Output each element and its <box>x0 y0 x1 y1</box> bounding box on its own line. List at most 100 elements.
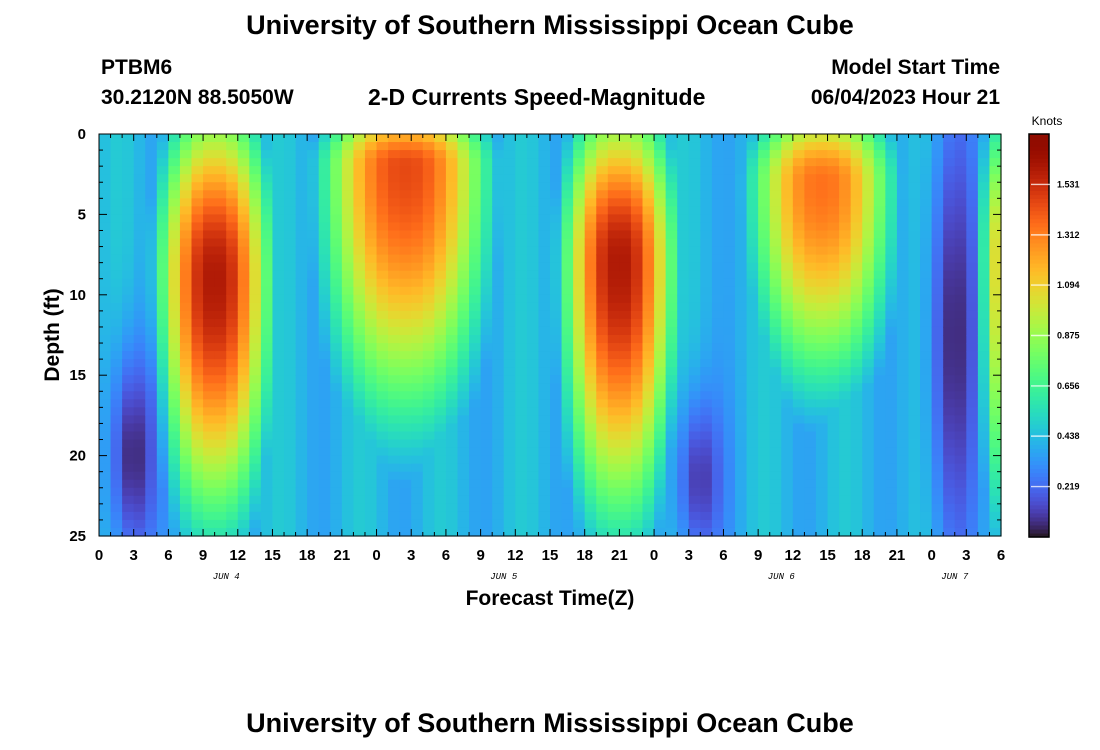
heatmap-cell <box>156 383 169 392</box>
heatmap-cell <box>434 391 447 400</box>
heatmap-cell <box>839 174 852 183</box>
heatmap-cell <box>989 326 1002 336</box>
heatmap-cell <box>168 463 181 473</box>
heatmap-cell <box>654 278 667 288</box>
heatmap-cell <box>353 246 366 256</box>
heatmap-cell <box>862 455 875 465</box>
heatmap-cell <box>503 471 516 481</box>
heatmap-cell <box>330 206 343 215</box>
heatmap-cell <box>654 262 667 272</box>
heatmap-cell <box>966 302 979 312</box>
heatmap-cell <box>480 367 493 376</box>
heatmap-cell <box>642 391 655 400</box>
heatmap-cell <box>503 391 516 400</box>
heatmap-cell <box>284 367 297 376</box>
x-tick-label: 0 <box>372 547 380 564</box>
colorbar-swatch <box>1029 190 1049 196</box>
heatmap-cell <box>260 134 274 143</box>
heatmap-cell <box>341 423 355 433</box>
heatmap-cell <box>758 383 771 392</box>
heatmap-cell <box>700 166 713 175</box>
heatmap-cell <box>746 407 759 416</box>
heatmap-cell <box>862 270 875 280</box>
heatmap-cell <box>630 158 644 167</box>
heatmap-cell <box>110 351 123 360</box>
heatmap-cell <box>480 407 493 416</box>
heatmap-cell <box>434 198 447 207</box>
heatmap-cell <box>573 142 586 151</box>
heatmap-cell <box>711 495 725 505</box>
heatmap-cell <box>781 206 794 215</box>
heatmap-cell <box>630 174 644 183</box>
heatmap-cell <box>330 407 343 416</box>
heatmap-cell <box>943 367 956 376</box>
heatmap-cell <box>596 479 609 489</box>
heatmap-cell <box>307 254 320 264</box>
heatmap-cell <box>804 383 817 392</box>
heatmap-cell <box>815 294 829 304</box>
heatmap-cell <box>654 527 667 537</box>
heatmap-cell <box>341 238 355 248</box>
heatmap-cell <box>445 294 459 304</box>
heatmap-cell <box>503 399 516 408</box>
heatmap-cell <box>133 407 146 416</box>
heatmap-cell <box>411 423 424 433</box>
heatmap-cell <box>411 375 424 384</box>
colorbar-swatch <box>1029 456 1049 462</box>
heatmap-cell <box>179 214 193 224</box>
heatmap-cell <box>839 206 852 215</box>
heatmap-cell <box>688 246 701 256</box>
heatmap-cell <box>989 375 1002 384</box>
heatmap-cell <box>284 447 297 457</box>
heatmap-cell <box>561 335 574 344</box>
heatmap-cell <box>480 487 493 497</box>
heatmap-cell <box>584 447 597 457</box>
heatmap-cell <box>711 383 725 392</box>
heatmap-cell <box>399 262 412 272</box>
heatmap-cell <box>654 230 667 240</box>
heatmap-cell <box>839 383 852 392</box>
heatmap-cell <box>688 415 701 425</box>
heatmap-cell <box>307 415 320 425</box>
heatmap-cell <box>746 463 759 473</box>
heatmap-cell <box>596 383 609 392</box>
heatmap-cell <box>353 447 366 457</box>
heatmap-cell <box>862 198 875 207</box>
heatmap-cell <box>388 335 401 344</box>
heatmap-cell <box>711 359 725 368</box>
heatmap-cell <box>550 383 563 392</box>
heatmap-cell <box>665 367 678 376</box>
heatmap-cell <box>989 254 1002 264</box>
heatmap-cell <box>561 326 574 336</box>
heatmap-cell <box>873 198 886 207</box>
heatmap-cell <box>295 527 308 537</box>
heatmap-cell <box>573 375 586 384</box>
heatmap-cell <box>191 431 204 441</box>
heatmap-cell <box>168 511 181 521</box>
heatmap-cell <box>295 238 308 248</box>
heatmap-cell <box>295 519 308 529</box>
heatmap-cell <box>746 190 759 199</box>
heatmap-cell <box>966 359 979 368</box>
heatmap-cell <box>908 375 921 384</box>
heatmap-cell <box>920 166 933 175</box>
heatmap-cell <box>469 503 482 513</box>
heatmap-cell <box>642 383 655 392</box>
heatmap-cell <box>295 166 308 175</box>
heatmap-cell <box>307 238 320 248</box>
heatmap-cell <box>642 399 655 408</box>
heatmap-cell <box>179 294 193 304</box>
heatmap-cell <box>607 174 620 183</box>
heatmap-cell <box>376 182 389 191</box>
heatmap-cell <box>873 150 886 159</box>
heatmap-cell <box>110 238 123 248</box>
heatmap-cell <box>179 286 193 296</box>
heatmap-cell <box>295 214 308 224</box>
heatmap-cell <box>145 270 158 280</box>
heatmap-cell <box>203 150 216 159</box>
heatmap-cell <box>284 246 297 256</box>
heatmap-cell <box>873 447 886 457</box>
heatmap-cell <box>781 383 794 392</box>
heatmap-cell <box>526 150 540 159</box>
heatmap-cell <box>469 206 482 215</box>
